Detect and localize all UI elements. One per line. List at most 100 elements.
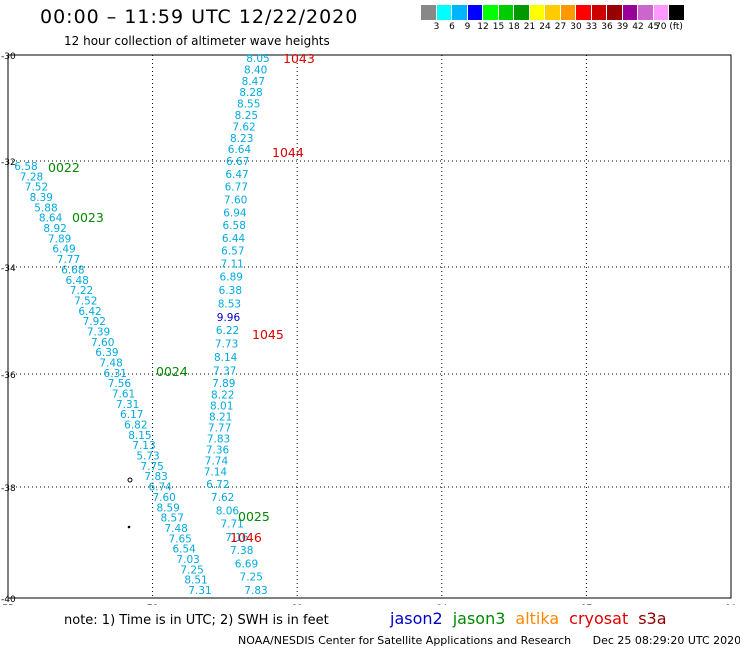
wave-height-label: 7.22: [70, 285, 93, 297]
wave-height-label: 6.54: [172, 544, 196, 556]
wave-height-label: 7.60: [152, 492, 175, 504]
wave-height-label: 6.49: [52, 244, 75, 256]
wave-height-label: 8.01: [210, 400, 233, 412]
color-swatch: [622, 5, 638, 20]
legend-item-s3a: s3a: [638, 609, 667, 628]
legend-item-jason2: jason2: [390, 609, 443, 628]
wave-height-label: 8.40: [244, 64, 267, 76]
credit-text: NOAA/NESDIS Center for Satellite Applica…: [238, 634, 572, 647]
color-swatch: [421, 5, 437, 20]
wave-height-label: 8.23: [230, 133, 253, 145]
wave-height-label: 6.64: [228, 144, 252, 156]
color-scale-label: 12: [477, 22, 489, 32]
x-tick-label: 78: [147, 604, 159, 605]
x-tick-label: 87: [581, 604, 592, 605]
wave-height-label: 6.77: [225, 182, 248, 194]
chart-subtitle: 12 hour collection of altimeter wave hei…: [64, 34, 330, 48]
color-swatch: [560, 5, 576, 20]
wave-height-label: 6.72: [206, 479, 229, 491]
color-swatch: [483, 5, 499, 20]
color-scale-label: 18: [508, 22, 520, 32]
wave-height-label: 6.57: [221, 246, 244, 258]
wave-height-label: 7.75: [140, 461, 163, 473]
wave-height-label: 7.31: [116, 399, 139, 411]
color-scale-label: 39: [616, 22, 629, 32]
legend-item-jason3: jason3: [452, 609, 506, 628]
wave-height-label: 6.38: [219, 285, 242, 297]
wave-height-label: 8.47: [242, 76, 265, 88]
wave-height-label: 6.58: [14, 161, 37, 173]
wave-height-label: 7.14: [204, 467, 228, 479]
y-tick-label: -36: [1, 371, 16, 381]
footer-note: note: 1) Time is in UTC; 2) SWH is in fe…: [64, 613, 329, 628]
color-swatch: [545, 5, 561, 20]
color-scale-label: 15: [492, 22, 505, 32]
pass-time-label: 1043: [283, 51, 315, 66]
wave-height-label: 7.36: [206, 444, 230, 456]
wave-height-label: 7.71: [220, 519, 243, 531]
color-scale-label: 45: [647, 22, 660, 32]
color-swatch: [436, 5, 452, 20]
map-frame: [7, 54, 732, 599]
wave-height-label: 7.62: [211, 492, 234, 504]
wave-height-label: 7.48: [99, 357, 122, 369]
color-scale-label: 21: [523, 22, 536, 32]
wave-height-label: 6.74: [148, 482, 172, 494]
pass-time-label: 1046: [230, 530, 262, 545]
wave-height-label: 9.96: [217, 312, 241, 324]
x-tick-label: 81: [291, 604, 302, 605]
marker-point: [127, 477, 133, 483]
wave-height-label: 8.21: [209, 411, 232, 423]
wave-height-label: 8.39: [30, 192, 53, 204]
wave-height-label: 6.94: [223, 207, 247, 219]
wave-height-label: 7.60: [91, 337, 114, 349]
pass-time-label: 0023: [72, 210, 104, 225]
color-swatch: [498, 5, 514, 20]
color-swatch: [591, 5, 607, 20]
wave-height-label: 8.57: [161, 513, 184, 525]
color-scale-labels: 3 6 9 12 15 18 21 24 27 30 33 36 39 42 45 70 (ft): [421, 22, 740, 34]
marker-point: [127, 525, 131, 529]
wave-height-label: 7.65: [168, 533, 191, 545]
color-scale-label: 36: [601, 22, 613, 32]
wave-height-label: 6.68: [61, 264, 84, 276]
color-swatch: [467, 5, 483, 20]
color-scale-label: 6: [449, 22, 455, 32]
wave-height-label: 7.16: [225, 532, 249, 544]
wave-height-label: 7.31: [188, 585, 211, 597]
wave-height-label: 8.22: [211, 389, 234, 401]
wave-height-label: 5.73: [136, 451, 159, 463]
pass-time-label: 0025: [238, 509, 270, 524]
wave-height-label: 7.25: [180, 564, 203, 576]
wave-height-label: 6.22: [216, 325, 239, 337]
wave-height-label: 8.92: [43, 223, 66, 235]
wave-height-label: 5.88: [34, 202, 57, 214]
wave-height-label: 6.31: [104, 368, 127, 380]
color-scale-label: 30: [570, 22, 582, 32]
wave-height-label: 7.38: [230, 545, 253, 557]
legend-item-altika: altika: [515, 609, 560, 628]
wave-height-label: 8.55: [237, 99, 260, 111]
color-scale-label: 42: [632, 22, 644, 32]
wave-height-label: 8.64: [39, 213, 63, 225]
credit-line: NOAA/NESDIS Center for Satellite Applica…: [238, 634, 740, 647]
wave-height-label: 7.25: [240, 572, 263, 584]
wave-height-label: 7.03: [176, 554, 199, 566]
wave-height-label: 7.83: [207, 433, 230, 445]
wave-height-label: 7.74: [205, 456, 229, 468]
wave-height-label: 6.82: [124, 420, 147, 432]
wave-height-label: 8.05: [246, 53, 269, 65]
x-tick-label: 90: [725, 604, 737, 605]
x-tick-label: 84: [436, 604, 448, 605]
wave-height-label: 7.56: [108, 378, 132, 390]
wave-height-label: 7.92: [83, 316, 106, 328]
wave-height-label: 7.77: [208, 422, 231, 434]
wave-height-label: 6.17: [120, 409, 143, 421]
wave-height-label: 7.48: [164, 523, 187, 535]
wave-height-label: 6.67: [226, 156, 249, 168]
pass-time-label: 0024: [156, 364, 188, 379]
color-scale-bar: [421, 5, 685, 20]
y-tick-label: -40: [1, 595, 16, 605]
wave-height-label: 6.44: [222, 233, 246, 245]
wave-height-label: 7.11: [220, 258, 243, 270]
